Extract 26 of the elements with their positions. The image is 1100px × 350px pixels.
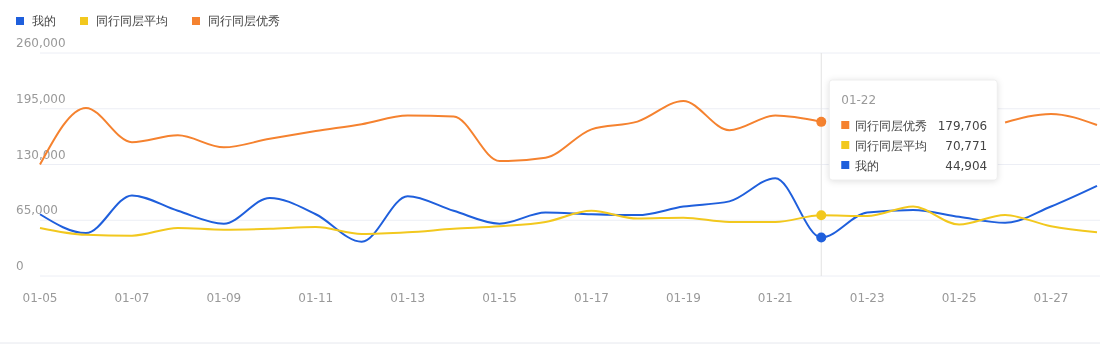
annotation: 179,706 [937,119,988,133]
x-tick-label: 01-09 [206,291,242,305]
legend-label: 同行同层优秀 [208,14,280,28]
annotation: 同行同层平均 [855,139,928,153]
legend-label: 我的 [32,14,56,28]
y-tick-label: 65,000 [16,203,58,218]
annotation: 01-22 [841,93,877,107]
y-tick-label: 260,000 [16,36,66,50]
x-tick-label: 01-11 [298,291,334,305]
x-tick-label: 01-15 [482,291,517,305]
x-tick-label: 01-19 [665,291,701,305]
x-tick-label: 01-13 [390,291,426,305]
annotation: 44,904 [945,159,988,173]
x-tick-label: 01-07 [114,291,150,305]
y-tick-label: 0 [16,259,24,273]
x-tick-label: 01-21 [757,291,793,305]
annotation: 同行同层优秀 [855,119,928,133]
annotation: 70,771 [945,139,988,153]
x-tick-label: 01-23 [849,291,885,305]
x-tick-label: 01-25 [941,291,977,305]
legend-label: 同行同层平均 [96,14,168,28]
x-tick-label: 01-27 [1033,291,1069,305]
annotation: 我的 [855,159,880,173]
x-tick-label: 01-17 [574,291,609,305]
y-tick-label: 195,000 [16,91,66,106]
x-tick-label: 01-05 [22,291,58,305]
